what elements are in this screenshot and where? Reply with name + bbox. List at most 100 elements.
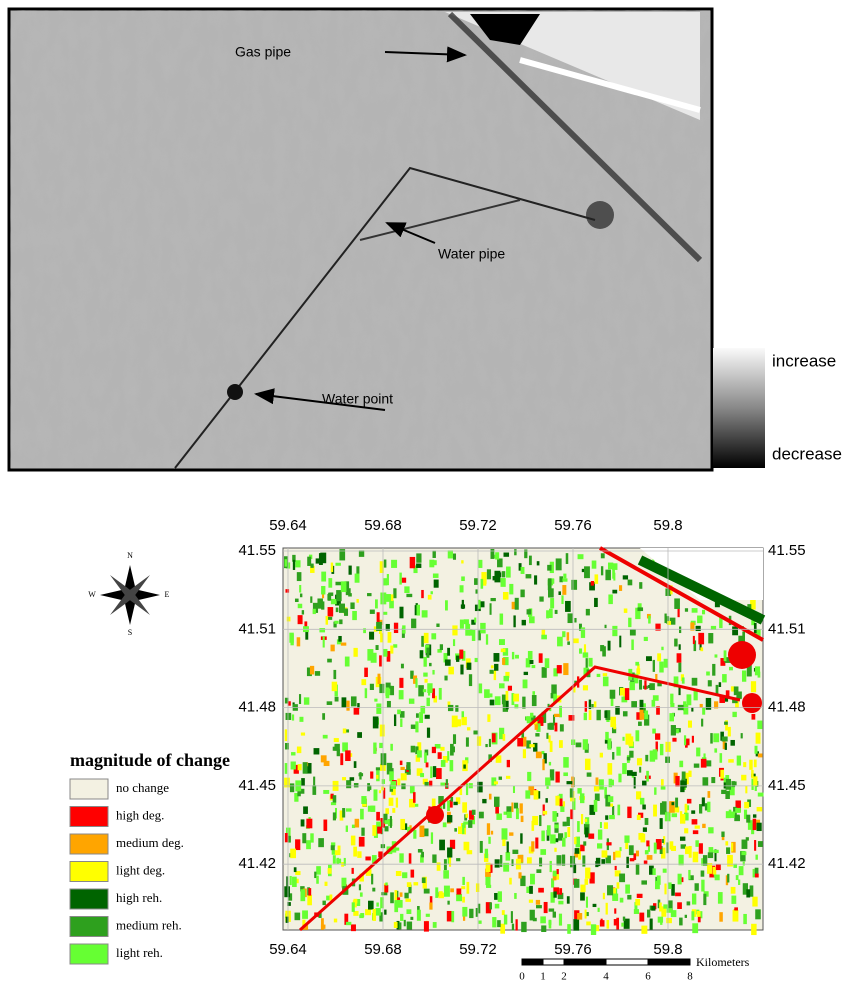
pixel-patch	[539, 596, 543, 601]
pixel-patch	[678, 608, 680, 617]
pixel-patch	[359, 884, 361, 890]
pixel-patch	[357, 732, 362, 738]
pixel-patch	[394, 623, 398, 633]
pixel-patch	[430, 766, 432, 778]
pixel-patch	[652, 729, 656, 734]
pixel-patch	[636, 668, 640, 674]
pixel-patch	[637, 815, 641, 820]
pixel-patch	[438, 893, 444, 899]
pixel-patch	[701, 870, 705, 876]
pixel-patch	[292, 714, 294, 720]
pixel-patch	[691, 911, 694, 920]
pixel-patch	[295, 839, 300, 850]
pixel-patch	[708, 633, 713, 643]
pixel-patch	[678, 874, 682, 885]
pixel-patch	[593, 904, 597, 907]
pixel-patch	[679, 644, 681, 650]
pixel-patch	[360, 892, 363, 896]
pixel-patch	[346, 826, 348, 832]
pixel-patch	[463, 764, 465, 768]
pixel-patch	[605, 815, 608, 820]
pixel-patch	[729, 667, 733, 670]
lat-label: 41.48	[768, 699, 806, 716]
pixel-patch	[447, 801, 450, 811]
pixel-patch	[475, 658, 478, 662]
pixel-patch	[574, 879, 579, 888]
pixel-patch	[553, 912, 556, 918]
pixel-patch	[702, 777, 708, 785]
pixel-patch	[709, 847, 714, 852]
pixel-patch	[379, 743, 383, 748]
pixel-patch	[554, 714, 560, 717]
pixel-patch	[534, 575, 537, 584]
pixel-patch	[623, 711, 628, 716]
pixel-patch	[423, 673, 427, 677]
pixel-patch	[581, 814, 583, 824]
pixel-patch	[697, 911, 701, 917]
pixel-patch	[508, 686, 512, 691]
pixel-patch	[424, 633, 429, 643]
pixel-patch	[404, 920, 406, 926]
pixel-patch	[485, 876, 490, 886]
pixel-patch	[334, 744, 339, 751]
pixel-patch	[539, 858, 542, 867]
pixel-patch	[567, 827, 570, 837]
pixel-patch	[328, 617, 333, 620]
pixel-patch	[477, 736, 481, 745]
pixel-patch	[657, 653, 661, 661]
pixel-patch	[605, 625, 607, 628]
pixel-patch	[758, 793, 764, 797]
pixel-patch	[454, 828, 457, 832]
pixel-patch	[742, 632, 745, 643]
pixel-patch	[354, 707, 360, 714]
pixel-patch	[288, 836, 291, 843]
pixel-patch	[323, 636, 325, 648]
pixel-patch	[513, 786, 515, 793]
pixel-patch	[598, 908, 600, 912]
pixel-patch	[702, 707, 705, 714]
pixel-patch	[350, 777, 355, 781]
pixel-patch	[432, 560, 436, 565]
pixel-patch	[450, 797, 453, 802]
pixel-patch	[644, 637, 648, 641]
pixel-patch	[545, 777, 550, 785]
pixel-patch	[440, 644, 443, 650]
pixel-patch	[580, 885, 585, 893]
pixel-patch	[653, 805, 657, 817]
legend-label: medium reh.	[116, 917, 182, 932]
pixel-patch	[531, 841, 534, 851]
pixel-patch	[383, 612, 387, 615]
pixel-patch	[547, 723, 552, 729]
annotation: Water pipe	[438, 246, 505, 262]
pixel-patch	[716, 864, 721, 870]
pixel-patch	[420, 773, 424, 777]
pixel-patch	[713, 850, 718, 853]
pixel-patch	[321, 572, 326, 582]
pixel-patch	[444, 676, 447, 681]
pixel-patch	[687, 694, 692, 705]
pixel-patch	[663, 904, 668, 908]
pixel-patch	[612, 626, 617, 636]
pixel-patch	[322, 713, 325, 720]
pixel-patch	[450, 760, 454, 771]
pixel-patch	[487, 823, 490, 835]
pixel-patch	[558, 901, 563, 905]
pixel-patch	[530, 874, 535, 885]
pixel-patch	[562, 631, 565, 637]
pixel-patch	[685, 915, 687, 918]
pixel-patch	[589, 710, 592, 720]
pixel-patch	[684, 735, 686, 745]
pixel-patch	[502, 571, 506, 577]
pixel-patch	[393, 644, 397, 647]
pixel-patch	[506, 567, 511, 578]
pixel-patch	[299, 694, 301, 704]
pixel-patch	[600, 645, 604, 651]
pixel-patch	[294, 867, 297, 872]
pixel-patch	[315, 671, 320, 676]
pixel-patch	[354, 783, 359, 787]
pixel-patch	[536, 900, 540, 905]
pixel-patch	[614, 908, 616, 913]
pixel-patch	[660, 818, 663, 829]
pixel-patch	[698, 916, 701, 922]
pixel-patch	[375, 599, 378, 608]
